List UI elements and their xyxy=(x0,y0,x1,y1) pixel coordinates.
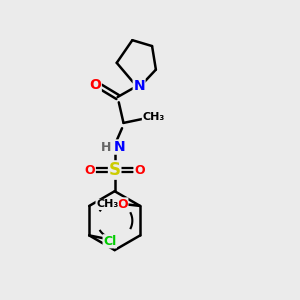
Text: S: S xyxy=(109,161,121,179)
Text: N: N xyxy=(133,79,145,93)
Text: O: O xyxy=(134,164,145,176)
Text: CH₃: CH₃ xyxy=(96,200,118,209)
Text: H: H xyxy=(100,141,111,154)
Text: O: O xyxy=(89,78,101,92)
Text: O: O xyxy=(85,164,95,176)
Text: O: O xyxy=(117,198,128,211)
Text: N: N xyxy=(113,140,125,154)
Text: Cl: Cl xyxy=(103,235,116,248)
Text: CH₃: CH₃ xyxy=(142,112,165,122)
